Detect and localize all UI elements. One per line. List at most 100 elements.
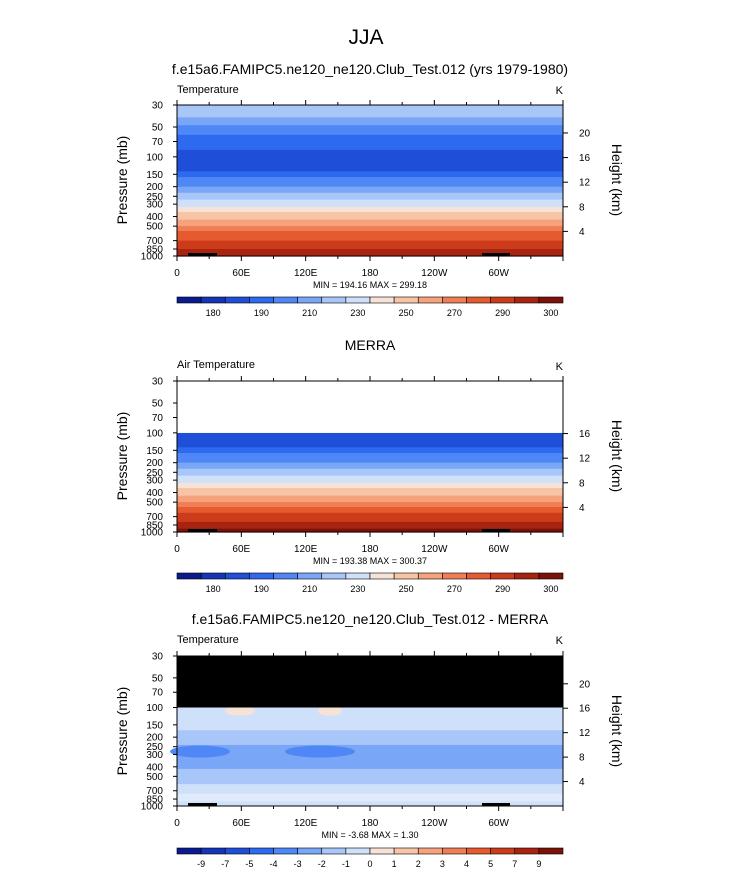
colorbar-label: 250 bbox=[399, 308, 414, 318]
pressure-tick-label: 500 bbox=[146, 222, 163, 233]
colorbar-swatch bbox=[297, 572, 323, 580]
colorbar-swatch bbox=[224, 847, 250, 855]
contour-band bbox=[177, 177, 563, 188]
panel-title: f.e15a6.FAMIPC5.ne120_ne120.Club_Test.01… bbox=[172, 61, 568, 77]
colorbar-label: 2 bbox=[416, 859, 421, 869]
colorbar-swatch bbox=[538, 296, 564, 304]
colorbar: 180 190 210 230 250 270 290 300 bbox=[176, 296, 564, 318]
colorbar-swatch bbox=[442, 847, 467, 855]
colorbar-swatch bbox=[224, 296, 250, 304]
pressure-tick-label: 700 bbox=[146, 236, 163, 247]
colorbar-swatch bbox=[393, 847, 419, 855]
colorbar-label: 270 bbox=[447, 584, 462, 594]
height-ticks: 4 8 12 16 20 bbox=[563, 679, 591, 788]
pressure-tick-label: 850 bbox=[146, 245, 163, 256]
y-axis-label: Pressure (mb) bbox=[114, 412, 130, 501]
contour-band bbox=[177, 231, 563, 238]
contour-band bbox=[177, 105, 563, 118]
colorbar-label: 270 bbox=[447, 308, 462, 318]
longitude-tick-label: 180 bbox=[362, 818, 379, 829]
colorbar-swatch bbox=[321, 296, 347, 304]
pressure-tick-label: 400 bbox=[146, 762, 163, 773]
contour-band bbox=[177, 199, 563, 208]
contour-band bbox=[177, 502, 563, 508]
pressure-tick-label: 400 bbox=[146, 212, 163, 223]
topography-mask bbox=[482, 803, 510, 806]
colorbar-swatch bbox=[273, 847, 298, 855]
longitude-tick-label: 60E bbox=[232, 544, 250, 555]
longitude-tick-label: 120E bbox=[294, 268, 318, 279]
contour-band bbox=[177, 149, 563, 160]
colorbar-label: 210 bbox=[302, 308, 317, 318]
panel-left-label: Temperature bbox=[177, 634, 239, 646]
contour-band bbox=[177, 219, 563, 227]
pressure-tick-label: 70 bbox=[152, 413, 164, 424]
colorbar-swatch bbox=[417, 296, 443, 304]
topography-mask bbox=[482, 529, 510, 532]
colorbar-label: -4 bbox=[269, 859, 277, 869]
pressure-tick-label: 200 bbox=[146, 458, 163, 469]
longitude-tick-label: 0 bbox=[174, 818, 180, 829]
colorbar-swatch bbox=[273, 296, 298, 304]
contour-band bbox=[177, 171, 563, 178]
colorbar-swatch bbox=[466, 847, 491, 855]
pressure-tick-label: 100 bbox=[146, 152, 163, 163]
colorbar-swatch bbox=[514, 296, 540, 304]
contour-band bbox=[177, 495, 563, 503]
height-tick-label: 12 bbox=[579, 178, 591, 189]
colorbar-swatch bbox=[200, 847, 226, 855]
longitude-tick-label: 0 bbox=[174, 268, 180, 279]
colorbar-label: 1 bbox=[392, 859, 397, 869]
height-tick-label: 12 bbox=[579, 728, 591, 739]
panel-left-label: Temperature bbox=[177, 84, 239, 96]
pressure-tick-label: 50 bbox=[152, 122, 164, 133]
colorbar-swatch bbox=[490, 847, 516, 855]
height-tick-label: 16 bbox=[579, 429, 591, 440]
pressure-tick-label: 50 bbox=[152, 398, 164, 409]
contour-band bbox=[177, 432, 563, 448]
colorbar-label: 210 bbox=[302, 584, 317, 594]
topography-mask bbox=[188, 253, 208, 256]
colorbar-label: 300 bbox=[543, 584, 558, 594]
height-tick-label: 4 bbox=[579, 503, 585, 514]
colorbar-label: 230 bbox=[350, 308, 365, 318]
colorbar-swatch bbox=[514, 572, 540, 580]
longitude-tick-label: 120E bbox=[294, 818, 318, 829]
contour-band bbox=[177, 488, 563, 497]
pressure-tick-label: 200 bbox=[146, 733, 163, 744]
pressure-tick-label: 300 bbox=[146, 200, 163, 211]
y-axis-label: Pressure (mb) bbox=[114, 136, 130, 225]
colorbar-label: 250 bbox=[399, 584, 414, 594]
min-max-label: MIN = -3.68 MAX = 1.30 bbox=[321, 830, 418, 840]
pressure-tick-label: 250 bbox=[146, 192, 163, 203]
contour-band bbox=[177, 453, 563, 464]
pressure-tick-label: 850 bbox=[146, 795, 163, 806]
colorbar-swatch bbox=[297, 847, 323, 855]
pressure-tick-label: 100 bbox=[146, 703, 163, 714]
height-tick-label: 8 bbox=[579, 753, 585, 764]
longitude-tick-label: 120E bbox=[294, 544, 318, 555]
colorbar-swatch bbox=[538, 572, 564, 580]
height-tick-label: 4 bbox=[579, 227, 585, 238]
colorbar-label: 4 bbox=[464, 859, 469, 869]
pressure-tick-label: 1000 bbox=[141, 802, 164, 813]
colorbar-swatch bbox=[442, 572, 467, 580]
colorbar-swatch bbox=[466, 296, 491, 304]
colorbar-label: -9 bbox=[197, 859, 205, 869]
pressure-tick-label: 30 bbox=[152, 652, 164, 663]
longitude-tick-label: 60W bbox=[488, 268, 509, 279]
colorbar-label: 9 bbox=[536, 859, 541, 869]
contour-band bbox=[177, 186, 563, 194]
colorbar-label: 3 bbox=[440, 859, 445, 869]
colorbar-label: 230 bbox=[350, 584, 365, 594]
pressure-tick-label: 1000 bbox=[141, 528, 164, 539]
contour-band bbox=[177, 240, 563, 247]
longitude-tick-label: 120W bbox=[421, 544, 448, 555]
panel-title: MERRA bbox=[345, 337, 396, 353]
longitude-tick-label: 60E bbox=[232, 818, 250, 829]
contour-band bbox=[177, 447, 563, 454]
longitude-ticks: 0 60E 120E 180 120W 60W bbox=[174, 651, 564, 829]
contour-band bbox=[177, 206, 563, 213]
